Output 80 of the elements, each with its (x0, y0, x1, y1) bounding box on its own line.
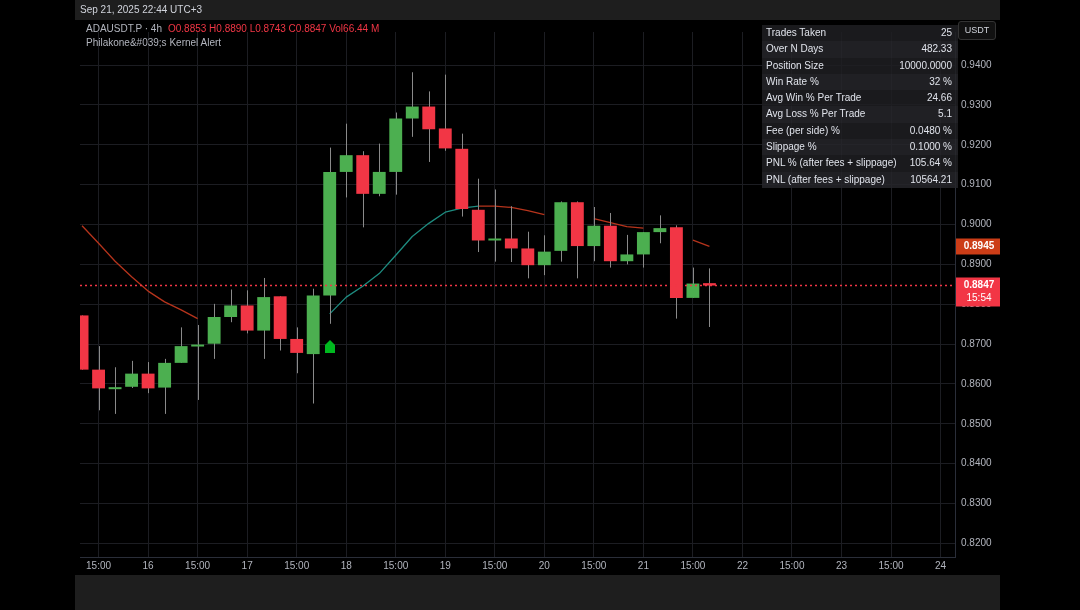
candlestick (125, 360, 139, 389)
annotation: 482.33 (921, 42, 952, 57)
x-tick-label: 15:00 (383, 559, 409, 571)
annotation: Position Size (766, 58, 824, 73)
annotation: Fee (per side) % (766, 123, 840, 138)
y-tick-label: 0.8700 (961, 337, 993, 349)
y-tick-label: 0.9300 (961, 98, 993, 110)
x-tick-label: 15:00 (482, 559, 508, 571)
candlestick (504, 205, 518, 263)
annotation: 0.0480 % (909, 123, 952, 138)
candlestick (636, 231, 650, 269)
x-tick-label: 18 (340, 559, 353, 571)
candlestick (108, 366, 122, 415)
y-tick-label: 0.9000 (961, 218, 993, 230)
annotation: Avg Win % Per Trade (766, 91, 862, 106)
x-tick-label: 17 (241, 559, 254, 571)
annotation: 105.64 % (909, 156, 952, 171)
y-tick-label: 0.8600 (961, 377, 993, 389)
y-tick-label: 0.8300 (961, 497, 993, 509)
x-tick-label: 16 (142, 559, 155, 571)
y-tick-label: 0.8200 (961, 537, 993, 549)
candlestick (422, 90, 436, 163)
candlestick (521, 231, 535, 279)
y-tick-label: 0.9400 (961, 58, 993, 70)
candlestick (174, 326, 188, 364)
ref-line-label: 0.8847 (963, 279, 995, 291)
x-tick-label: 23 (835, 559, 848, 571)
annotation: 5.1 (938, 107, 952, 122)
annotation: Trades Taken (766, 26, 827, 40)
x-tick-label: 15:00 (878, 559, 904, 571)
candlestick (191, 324, 205, 401)
x-tick-label: 21 (637, 559, 650, 571)
annotation: Slippage % (766, 140, 817, 155)
text: 15:54 (966, 292, 992, 304)
text: Sep 21, 2025 22:44 UTC+3 (80, 4, 203, 15)
x-tick-label: 15:00 (680, 559, 706, 571)
annotation: 10564.21 (910, 172, 952, 187)
candlestick (290, 326, 304, 374)
x-tick-label: 15:00 (779, 559, 805, 571)
y-tick-label: 0.9200 (961, 138, 993, 150)
annotation: Avg Loss % Per Trade (766, 107, 866, 122)
x-tick-label: 15:00 (185, 559, 211, 571)
candlestick (141, 361, 155, 394)
candlestick (224, 289, 238, 323)
x-tick-label: 22 (736, 559, 749, 571)
x-tick-label: 20 (538, 559, 551, 571)
candlestick (537, 234, 551, 276)
x-tick-label: 15:00 (86, 559, 112, 571)
candlestick (620, 234, 634, 265)
annotation: 32 % (929, 74, 952, 89)
candlestick (488, 188, 502, 263)
annotation: 24.66 (926, 91, 952, 106)
candlestick (405, 71, 419, 138)
y-tick-label: 0.8900 (961, 258, 993, 270)
annotation: Over N Days (766, 42, 824, 57)
x-tick-label: 15:00 (581, 559, 607, 571)
candlestick (372, 143, 386, 197)
x-tick-label: 15:00 (284, 559, 310, 571)
candlestick (339, 123, 353, 198)
text: 0.8945 (963, 240, 995, 252)
candlestick (686, 267, 700, 299)
annotation: 0.1000 % (909, 140, 952, 155)
annotation: 25 (940, 26, 952, 40)
x-tick-label: 24 (934, 559, 947, 571)
chart-title: ADAUSDT.P · 4h (86, 23, 162, 34)
annotation: Philakone&#039;s Kernel Alert (86, 36, 223, 50)
annotation: PNL (after fees + slippage) (766, 172, 885, 187)
y-tick-label: 0.8400 (961, 457, 993, 469)
chart-subtitle: O0.8853 H0.8890 L0.8743 C0.8847 Vol66.44 M (167, 23, 380, 34)
annotation: PNL % (after fees + slippage) (766, 156, 897, 171)
candlestick (438, 74, 452, 152)
y-tick-label: 0.9100 (961, 178, 993, 190)
candlestick (587, 206, 601, 262)
candlestick (92, 345, 106, 411)
y-tick-label: 0.8500 (961, 417, 993, 429)
candlestick (653, 214, 667, 244)
annotation: 10000.0000 (899, 58, 952, 73)
annotation: Win Rate % (766, 74, 819, 89)
y-axis-title: USDT (958, 21, 996, 40)
x-tick-label: 19 (439, 559, 452, 571)
